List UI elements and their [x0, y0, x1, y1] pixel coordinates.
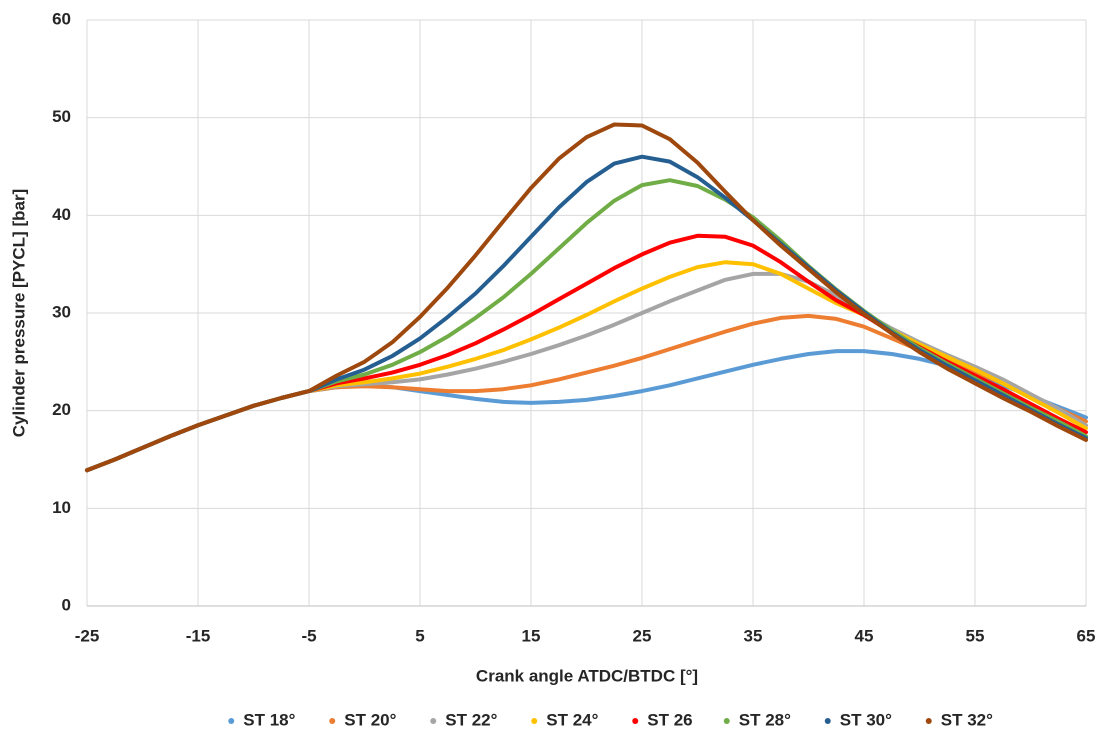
legend-marker	[632, 718, 639, 724]
y-tick-label: 0	[62, 595, 71, 614]
x-tick-label: -5	[301, 626, 316, 645]
series-line	[85, 313, 1088, 473]
x-tick-label: 5	[415, 626, 424, 645]
legend-marker	[824, 718, 831, 724]
legend-marker	[228, 718, 235, 724]
legend-label: ST 26	[647, 710, 692, 729]
y-tick-label: 60	[52, 9, 71, 28]
y-tick-label: 50	[52, 107, 71, 126]
legend-marker	[329, 718, 336, 724]
legend-item: ST 30°	[824, 710, 892, 729]
x-tick-label: 15	[522, 626, 541, 645]
legend-label: ST 24°	[546, 710, 598, 729]
legend-marker	[430, 718, 437, 724]
legend-marker	[723, 718, 730, 724]
series-line	[85, 122, 1088, 473]
legend-label: ST 18°	[243, 710, 295, 729]
x-tick-label: -25	[75, 626, 100, 645]
legend-marker	[531, 718, 538, 724]
x-axis-label: Crank angle ATDC/BTDC [°]	[476, 666, 698, 685]
legend-item: ST 32°	[925, 710, 993, 729]
x-tick-label: 35	[744, 626, 763, 645]
legend-label: ST 28°	[739, 710, 791, 729]
series-line	[85, 178, 1088, 473]
legend-item: ST 20°	[329, 710, 397, 729]
legend-item: ST 22°	[430, 710, 498, 729]
x-tick-label: -15	[186, 626, 211, 645]
legend-label: ST 20°	[344, 710, 396, 729]
x-tick-label: 65	[1077, 626, 1096, 645]
y-tick-label: 10	[52, 498, 71, 517]
legend-item: ST 18°	[228, 710, 296, 729]
legend-marker	[925, 718, 932, 724]
legend-label: ST 32°	[941, 710, 993, 729]
legend-item: ST 26	[632, 710, 693, 729]
legend-item: ST 24°	[531, 710, 599, 729]
y-tick-label: 20	[52, 400, 71, 419]
series-line	[85, 260, 1088, 473]
x-tick-label: 25	[633, 626, 652, 645]
y-tick-label: 40	[52, 205, 71, 224]
legend-label: ST 22°	[445, 710, 497, 729]
legend-item: ST 28°	[723, 710, 791, 729]
y-axis-label: Cylinder pressure [PYCL] [bar]	[9, 189, 28, 437]
x-tick-label: 55	[966, 626, 985, 645]
x-tick-label: 45	[855, 626, 874, 645]
y-tick-label: 30	[52, 302, 71, 321]
legend-label: ST 30°	[840, 710, 892, 729]
